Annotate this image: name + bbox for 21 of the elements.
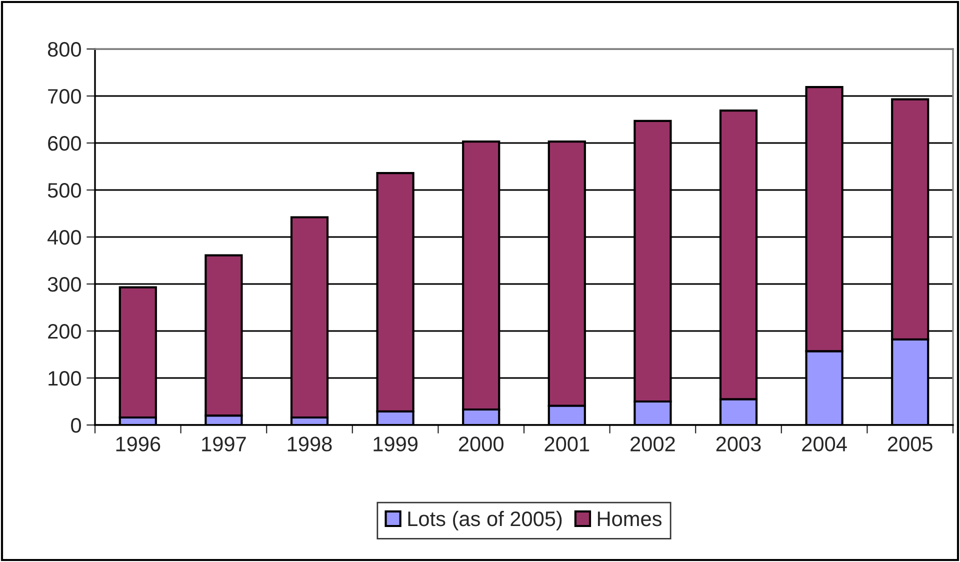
legend-label: Lots (as of 2005) bbox=[408, 510, 562, 530]
y-tick-label: 500 bbox=[48, 183, 81, 198]
y-tick-label: 800 bbox=[48, 42, 81, 57]
x-tick-label: 2002 bbox=[630, 436, 675, 452]
y-tick-label: 700 bbox=[48, 89, 81, 104]
legend-label: Homes bbox=[598, 512, 662, 526]
y-tick-label: 400 bbox=[48, 230, 81, 245]
x-tick-label: 1996 bbox=[116, 436, 160, 452]
x-tick-label: 1997 bbox=[202, 436, 246, 452]
y-tick-label: 300 bbox=[48, 277, 81, 292]
x-tick-label: 2001 bbox=[544, 436, 590, 452]
x-tick-label: 2004 bbox=[802, 436, 847, 452]
x-tick-label: 2000 bbox=[458, 436, 504, 452]
y-tick-label: 600 bbox=[48, 136, 81, 151]
x-tick-label: 1998 bbox=[288, 436, 332, 452]
y-tick-label: 0 bbox=[71, 418, 81, 433]
x-tick-label: 1999 bbox=[374, 436, 418, 452]
y-tick-label: 200 bbox=[48, 324, 81, 339]
y-tick-label: 100 bbox=[48, 371, 81, 386]
x-tick-label: 2005 bbox=[888, 436, 932, 452]
x-tick-label: 2003 bbox=[716, 436, 761, 452]
